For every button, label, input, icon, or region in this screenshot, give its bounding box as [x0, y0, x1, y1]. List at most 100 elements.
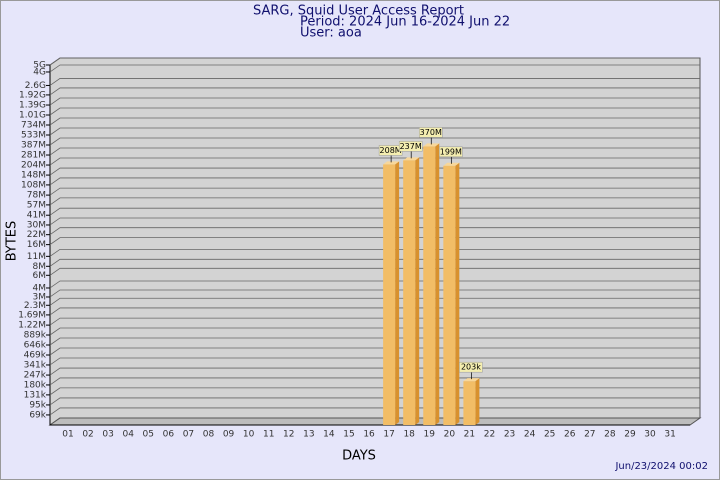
y-tick-label: 2.6G	[25, 81, 46, 91]
grid-line	[49, 357, 700, 366]
bar-side	[395, 161, 400, 425]
x-tick-label: 24	[524, 430, 536, 440]
x-tick-label: 25	[544, 430, 555, 440]
y-tick-label: 3M	[33, 292, 47, 302]
y-tick-label: 8M	[33, 262, 47, 272]
grid-line	[49, 157, 700, 166]
x-tick-label: 08	[203, 430, 215, 440]
x-tick-label: 17	[383, 430, 394, 440]
x-tick-label: 10	[243, 430, 255, 440]
y-tick-label: 108M	[21, 180, 46, 190]
y-tick-label: 41M	[27, 211, 46, 221]
grid-line	[49, 217, 700, 226]
x-tick-label: 21	[464, 430, 475, 440]
y-tick-label: 180k	[24, 380, 47, 390]
grid-line	[49, 207, 700, 216]
grid-line	[49, 87, 700, 96]
value-label: 370M	[420, 128, 442, 137]
grid-line	[49, 78, 700, 86]
bar	[403, 160, 416, 425]
value-label-box	[439, 146, 463, 158]
grid-line	[49, 197, 700, 206]
y-tick-label: 4M	[33, 283, 47, 293]
y-tick-label: 734M	[21, 120, 46, 130]
grid-line	[49, 147, 700, 156]
x-tick-label: 23	[504, 430, 515, 440]
y-tick-label: 148M	[21, 171, 46, 181]
y-tick-label: 341k	[24, 360, 47, 370]
x-tick-label: 26	[564, 430, 576, 440]
x-tick-label: 02	[82, 430, 93, 440]
y-tick-label: 131k	[24, 390, 47, 400]
x-tick-label: 30	[644, 430, 656, 440]
grid-line	[49, 280, 700, 289]
chart-subtitle: Period: 2024 Jun 16-2024 Jun 22	[300, 15, 510, 30]
x-tick-label: 19	[424, 430, 436, 440]
y-tick-label: 1.01G	[19, 111, 46, 121]
x-axis-label: DAYS	[342, 449, 376, 464]
grid-line	[49, 227, 700, 235]
y-tick-label: 889k	[24, 331, 47, 341]
x-tick-label: 05	[143, 430, 154, 440]
x-tick-label: 11	[263, 430, 274, 440]
bar-side	[415, 157, 420, 425]
value-label-box	[459, 361, 483, 373]
bar-top	[463, 378, 480, 382]
y-tick-label: 2.3M	[24, 301, 46, 311]
grid-line	[49, 167, 700, 176]
grid-line	[49, 337, 700, 346]
x-tick-label: 01	[62, 430, 73, 440]
grid-line	[49, 377, 700, 386]
y-tick-label: 11M	[27, 252, 46, 262]
bar	[383, 164, 396, 425]
x-tick-label: 12	[283, 430, 294, 440]
y-tick-label: 4G	[33, 67, 46, 77]
y-tick-label: 281M	[21, 151, 46, 161]
grid-line	[49, 107, 700, 116]
bar-top	[443, 162, 460, 166]
bar-side	[475, 378, 480, 425]
grid-line	[49, 127, 700, 136]
grid-line	[49, 248, 700, 257]
y-tick-label: 646k	[24, 340, 47, 350]
value-label: 203k	[461, 363, 481, 372]
y-tick-label: 1.92G	[19, 90, 46, 100]
y-tick-label: 204M	[21, 161, 46, 171]
y-tick-label: 95k	[29, 400, 46, 410]
x-tick-label: 27	[584, 430, 595, 440]
x-tick-label: 09	[223, 430, 235, 440]
x-tick-label: 07	[183, 430, 194, 440]
grid-line	[49, 258, 700, 267]
y-tick-label: 5G	[33, 61, 46, 71]
y-tick-label: 1.22M	[18, 321, 46, 331]
grid-line	[49, 177, 700, 186]
x-tick-label: 20	[444, 430, 456, 440]
x-tick-label: 31	[664, 430, 675, 440]
bar-side	[435, 143, 440, 425]
y-tick-label: 1.39G	[19, 101, 46, 111]
value-label: 199M	[440, 147, 462, 156]
grid-line	[49, 57, 700, 66]
x-tick-label: 16	[363, 430, 375, 440]
grid-line	[49, 347, 700, 356]
grid-line	[49, 64, 700, 73]
x-tick-label: 06	[163, 430, 175, 440]
bar-top	[383, 161, 400, 165]
floor	[48, 417, 702, 426]
x-tick-label: 14	[323, 430, 335, 440]
bar	[463, 381, 476, 425]
back-wall	[49, 57, 701, 426]
y-tick-label: 469k	[24, 351, 47, 361]
x-tick-label: 28	[604, 430, 616, 440]
y-tick-label: 16M	[27, 240, 46, 250]
grid-line	[49, 117, 700, 126]
bar	[423, 146, 436, 425]
grid-line	[49, 397, 700, 406]
value-label: 208M	[380, 146, 402, 155]
value-label-box	[419, 127, 443, 138]
grid-line	[49, 187, 700, 196]
bar	[443, 165, 456, 426]
x-tick-label: 04	[122, 430, 134, 440]
chart-user: User: aoa	[300, 26, 362, 41]
